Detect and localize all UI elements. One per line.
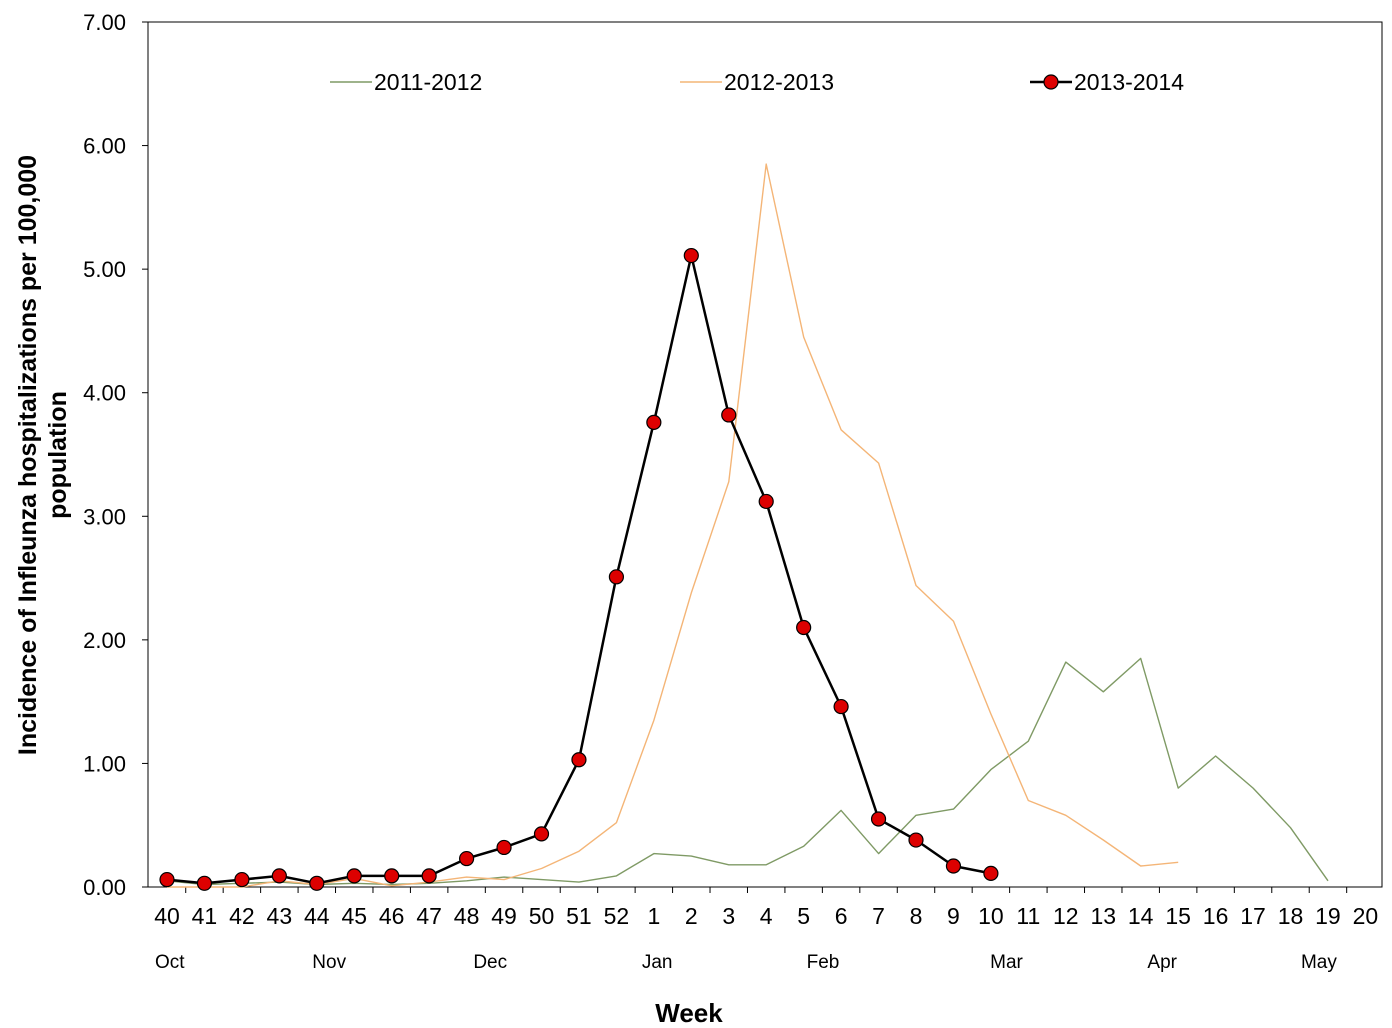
data-point [196,875,213,891]
month-labels: Oct Nov Dec Jan Feb Mar Apr May [155,952,1337,973]
x-tick-label: 11 [1016,903,1040,929]
month-label: May [1301,952,1337,973]
data-point [758,493,774,510]
x-tick-label: 43 [267,903,293,929]
data-point [721,407,737,423]
x-tick-label: 46 [379,903,405,929]
y-tick-label: 4.00 [83,381,126,406]
x-tick-label: 3 [722,903,735,929]
x-tick-label: 2 [685,903,698,929]
data-point [346,868,362,884]
x-tick-label: 8 [910,903,923,929]
y-tick-label: 1.00 [83,751,126,776]
month-label: Apr [1147,952,1177,973]
y-axis-label-line1: Incidence of Infleunza hospitalizations … [14,155,42,755]
x-tick-label: 6 [835,903,848,929]
data-point [945,858,962,874]
x-tick-label: 9 [947,903,960,929]
data-point [271,868,287,884]
month-label: Nov [312,952,346,973]
month-label: Oct [155,952,185,973]
data-point [384,868,400,884]
data-point [459,850,475,867]
x-tick-label: 1 [647,903,660,929]
data-point [234,871,250,888]
month-label: Feb [807,952,840,973]
x-axis-ticks: 40 41 42 43 44 45 46 47 48 49 50 51 52 1 2 3 4 5 6 7 8 9 10 11 1… [154,887,1378,929]
x-tick-label: 52 [604,903,630,929]
x-tick-label: 44 [304,903,330,929]
x-tick-label: 40 [154,903,180,929]
legend-label: 2013-2014 [1074,69,1184,95]
x-tick-label: 41 [192,903,218,929]
x-tick-label: 19 [1315,903,1341,929]
x-axis-label: Week [655,998,723,1028]
x-tick-label: 10 [978,903,1004,929]
x-tick-label: 45 [341,903,367,929]
x-tick-label: 7 [872,903,885,929]
x-tick-label: 49 [491,903,517,929]
y-tick-label: 6.00 [83,134,126,159]
x-tick-label: 15 [1165,903,1191,929]
x-tick-label: 12 [1053,903,1079,929]
month-label: Jan [642,952,673,973]
x-tick-label: 48 [454,903,480,929]
y-tick-label: 3.00 [83,504,126,529]
series-line-2012-2013 [167,163,1179,888]
chart-legend: 2011-2012 2012-2013 2013-2014 [330,69,1184,95]
x-tick-label: 51 [566,903,592,929]
legend-label: 2011-2012 [374,69,482,95]
month-label: Dec [473,952,507,973]
x-tick-label: 4 [760,903,773,929]
chart-axes [147,21,1383,888]
y-axis-ticks: 0.00 1.00 2.00 3.00 4.00 5.00 6.00 7.00 [83,10,148,900]
data-point [608,569,625,585]
x-tick-label: 47 [416,903,442,929]
data-point [833,698,849,715]
y-axis-label-line2: population [44,391,72,519]
plot-area [147,21,1383,888]
chart-series [159,163,1329,891]
x-tick-label: 16 [1203,903,1229,929]
x-tick-label: 13 [1090,903,1116,929]
data-point [571,752,587,768]
data-point [309,875,325,891]
x-tick-label: 18 [1278,903,1304,929]
data-point [870,811,887,827]
series-line-2011-2012 [166,657,1329,886]
data-point [796,619,812,636]
x-tick-label: 20 [1353,903,1379,929]
series-line-2013-2014 [166,254,992,885]
y-axis-label: Incidence of Infleunza hospitalizations … [14,155,72,755]
y-tick-label: 2.00 [83,628,126,653]
data-point [983,865,999,882]
data-point [496,839,512,856]
month-label: Mar [990,952,1023,973]
data-point [908,832,924,848]
x-tick-label: 42 [229,903,255,929]
data-point [533,826,550,842]
y-tick-label: 5.00 [83,257,126,282]
x-tick-label: 5 [797,903,810,929]
y-tick-label: 0.00 [83,875,126,900]
x-tick-label: 17 [1240,903,1266,929]
data-point [159,871,175,888]
data-point [646,414,662,430]
x-tick-label: 50 [529,903,555,929]
x-tick-label: 14 [1128,903,1154,929]
legend-swatch-marker [1043,74,1059,90]
legend-label: 2012-2013 [724,69,834,95]
data-point [421,868,437,884]
y-tick-label: 7.00 [83,10,126,35]
data-point [683,247,699,264]
